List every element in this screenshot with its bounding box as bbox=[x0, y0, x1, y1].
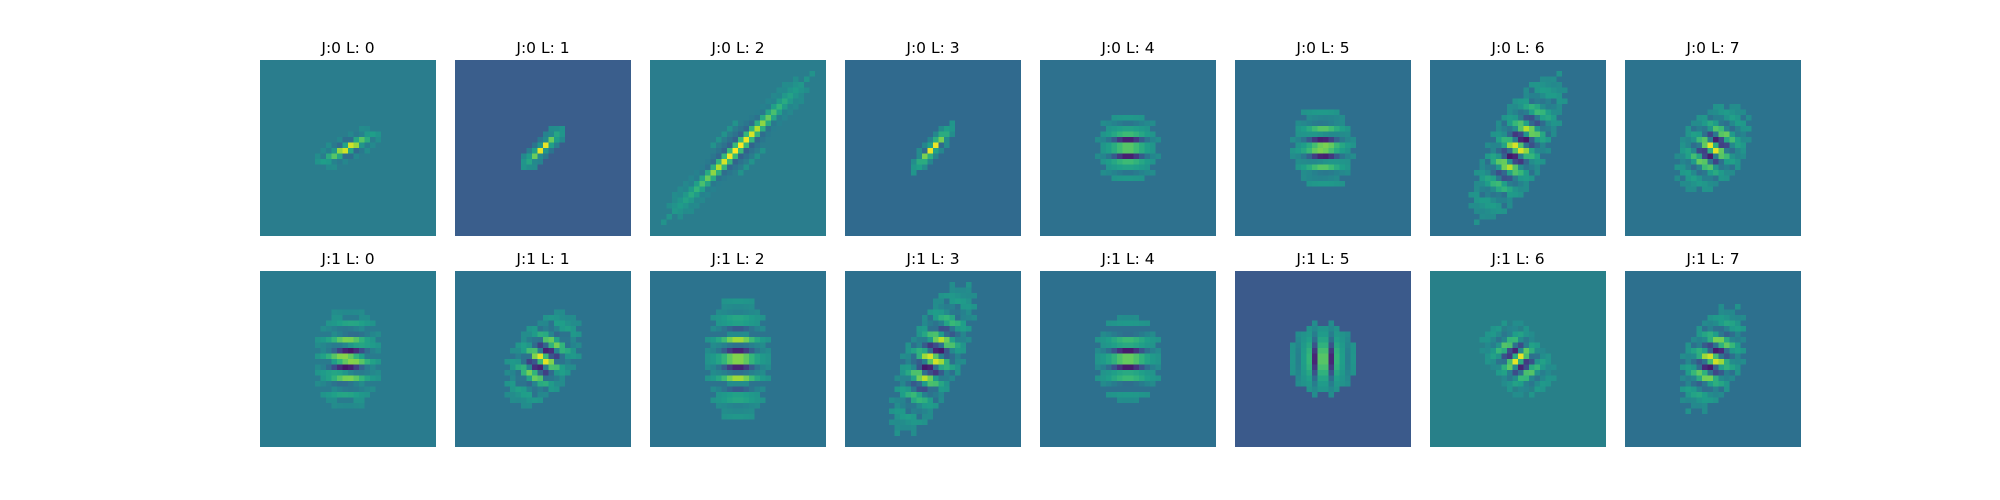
filter-image bbox=[1430, 271, 1606, 447]
filter-image bbox=[1235, 60, 1411, 236]
panel-title: J:1 L: 5 bbox=[1295, 250, 1349, 268]
panel-title: J:0 L: 4 bbox=[1100, 39, 1154, 57]
filter-panel: J:1 L: 7 bbox=[1625, 250, 1801, 447]
filter-image bbox=[1235, 271, 1411, 447]
filter-panel: J:1 L: 6 bbox=[1430, 250, 1606, 447]
filter-image bbox=[650, 271, 826, 447]
filter-panel: J:0 L: 7 bbox=[1625, 39, 1801, 236]
filter-image bbox=[650, 60, 826, 236]
filter-image bbox=[1040, 271, 1216, 447]
filter-image bbox=[845, 60, 1021, 236]
panel-title: J:0 L: 2 bbox=[710, 39, 764, 57]
panel-title: J:1 L: 7 bbox=[1685, 250, 1739, 268]
panel-title: J:1 L: 6 bbox=[1490, 250, 1544, 268]
filter-panel: J:1 L: 0 bbox=[260, 250, 436, 447]
panel-title: J:1 L: 2 bbox=[710, 250, 764, 268]
panel-title: J:0 L: 3 bbox=[905, 39, 959, 57]
panel-title: J:0 L: 0 bbox=[320, 39, 374, 57]
filter-image bbox=[1430, 60, 1606, 236]
filter-panel: J:0 L: 4 bbox=[1040, 39, 1216, 236]
filter-image bbox=[845, 271, 1021, 447]
filter-image bbox=[455, 271, 631, 447]
filter-panel: J:0 L: 1 bbox=[455, 39, 631, 236]
filter-image bbox=[1040, 60, 1216, 236]
panel-title: J:0 L: 5 bbox=[1295, 39, 1349, 57]
panel-title: J:1 L: 3 bbox=[905, 250, 959, 268]
filter-panel: J:1 L: 2 bbox=[650, 250, 826, 447]
filter-panel: J:0 L: 5 bbox=[1235, 39, 1411, 236]
panel-title: J:1 L: 0 bbox=[320, 250, 374, 268]
filter-image bbox=[455, 60, 631, 236]
panel-grid: J:0 L: 0 J:0 L: 1 J:0 L: 2 J:0 L: 3 J:0 L: 4… bbox=[260, 39, 1801, 447]
filter-panel: J:1 L: 4 bbox=[1040, 250, 1216, 447]
filter-image bbox=[260, 271, 436, 447]
filter-panel: J:1 L: 5 bbox=[1235, 250, 1411, 447]
panel-title: J:0 L: 6 bbox=[1490, 39, 1544, 57]
filter-panel: J:0 L: 0 bbox=[260, 39, 436, 236]
panel-title: J:0 L: 7 bbox=[1685, 39, 1739, 57]
filter-panel: J:0 L: 6 bbox=[1430, 39, 1606, 236]
panel-title: J:0 L: 1 bbox=[515, 39, 569, 57]
filter-panel: J:1 L: 1 bbox=[455, 250, 631, 447]
filter-image bbox=[1625, 271, 1801, 447]
filter-image bbox=[260, 60, 436, 236]
filter-image bbox=[1625, 60, 1801, 236]
filter-panel: J:0 L: 3 bbox=[845, 39, 1021, 236]
panel-title: J:1 L: 1 bbox=[515, 250, 569, 268]
panel-title: J:1 L: 4 bbox=[1100, 250, 1154, 268]
filter-panel: J:0 L: 2 bbox=[650, 39, 826, 236]
filter-panel: J:1 L: 3 bbox=[845, 250, 1021, 447]
